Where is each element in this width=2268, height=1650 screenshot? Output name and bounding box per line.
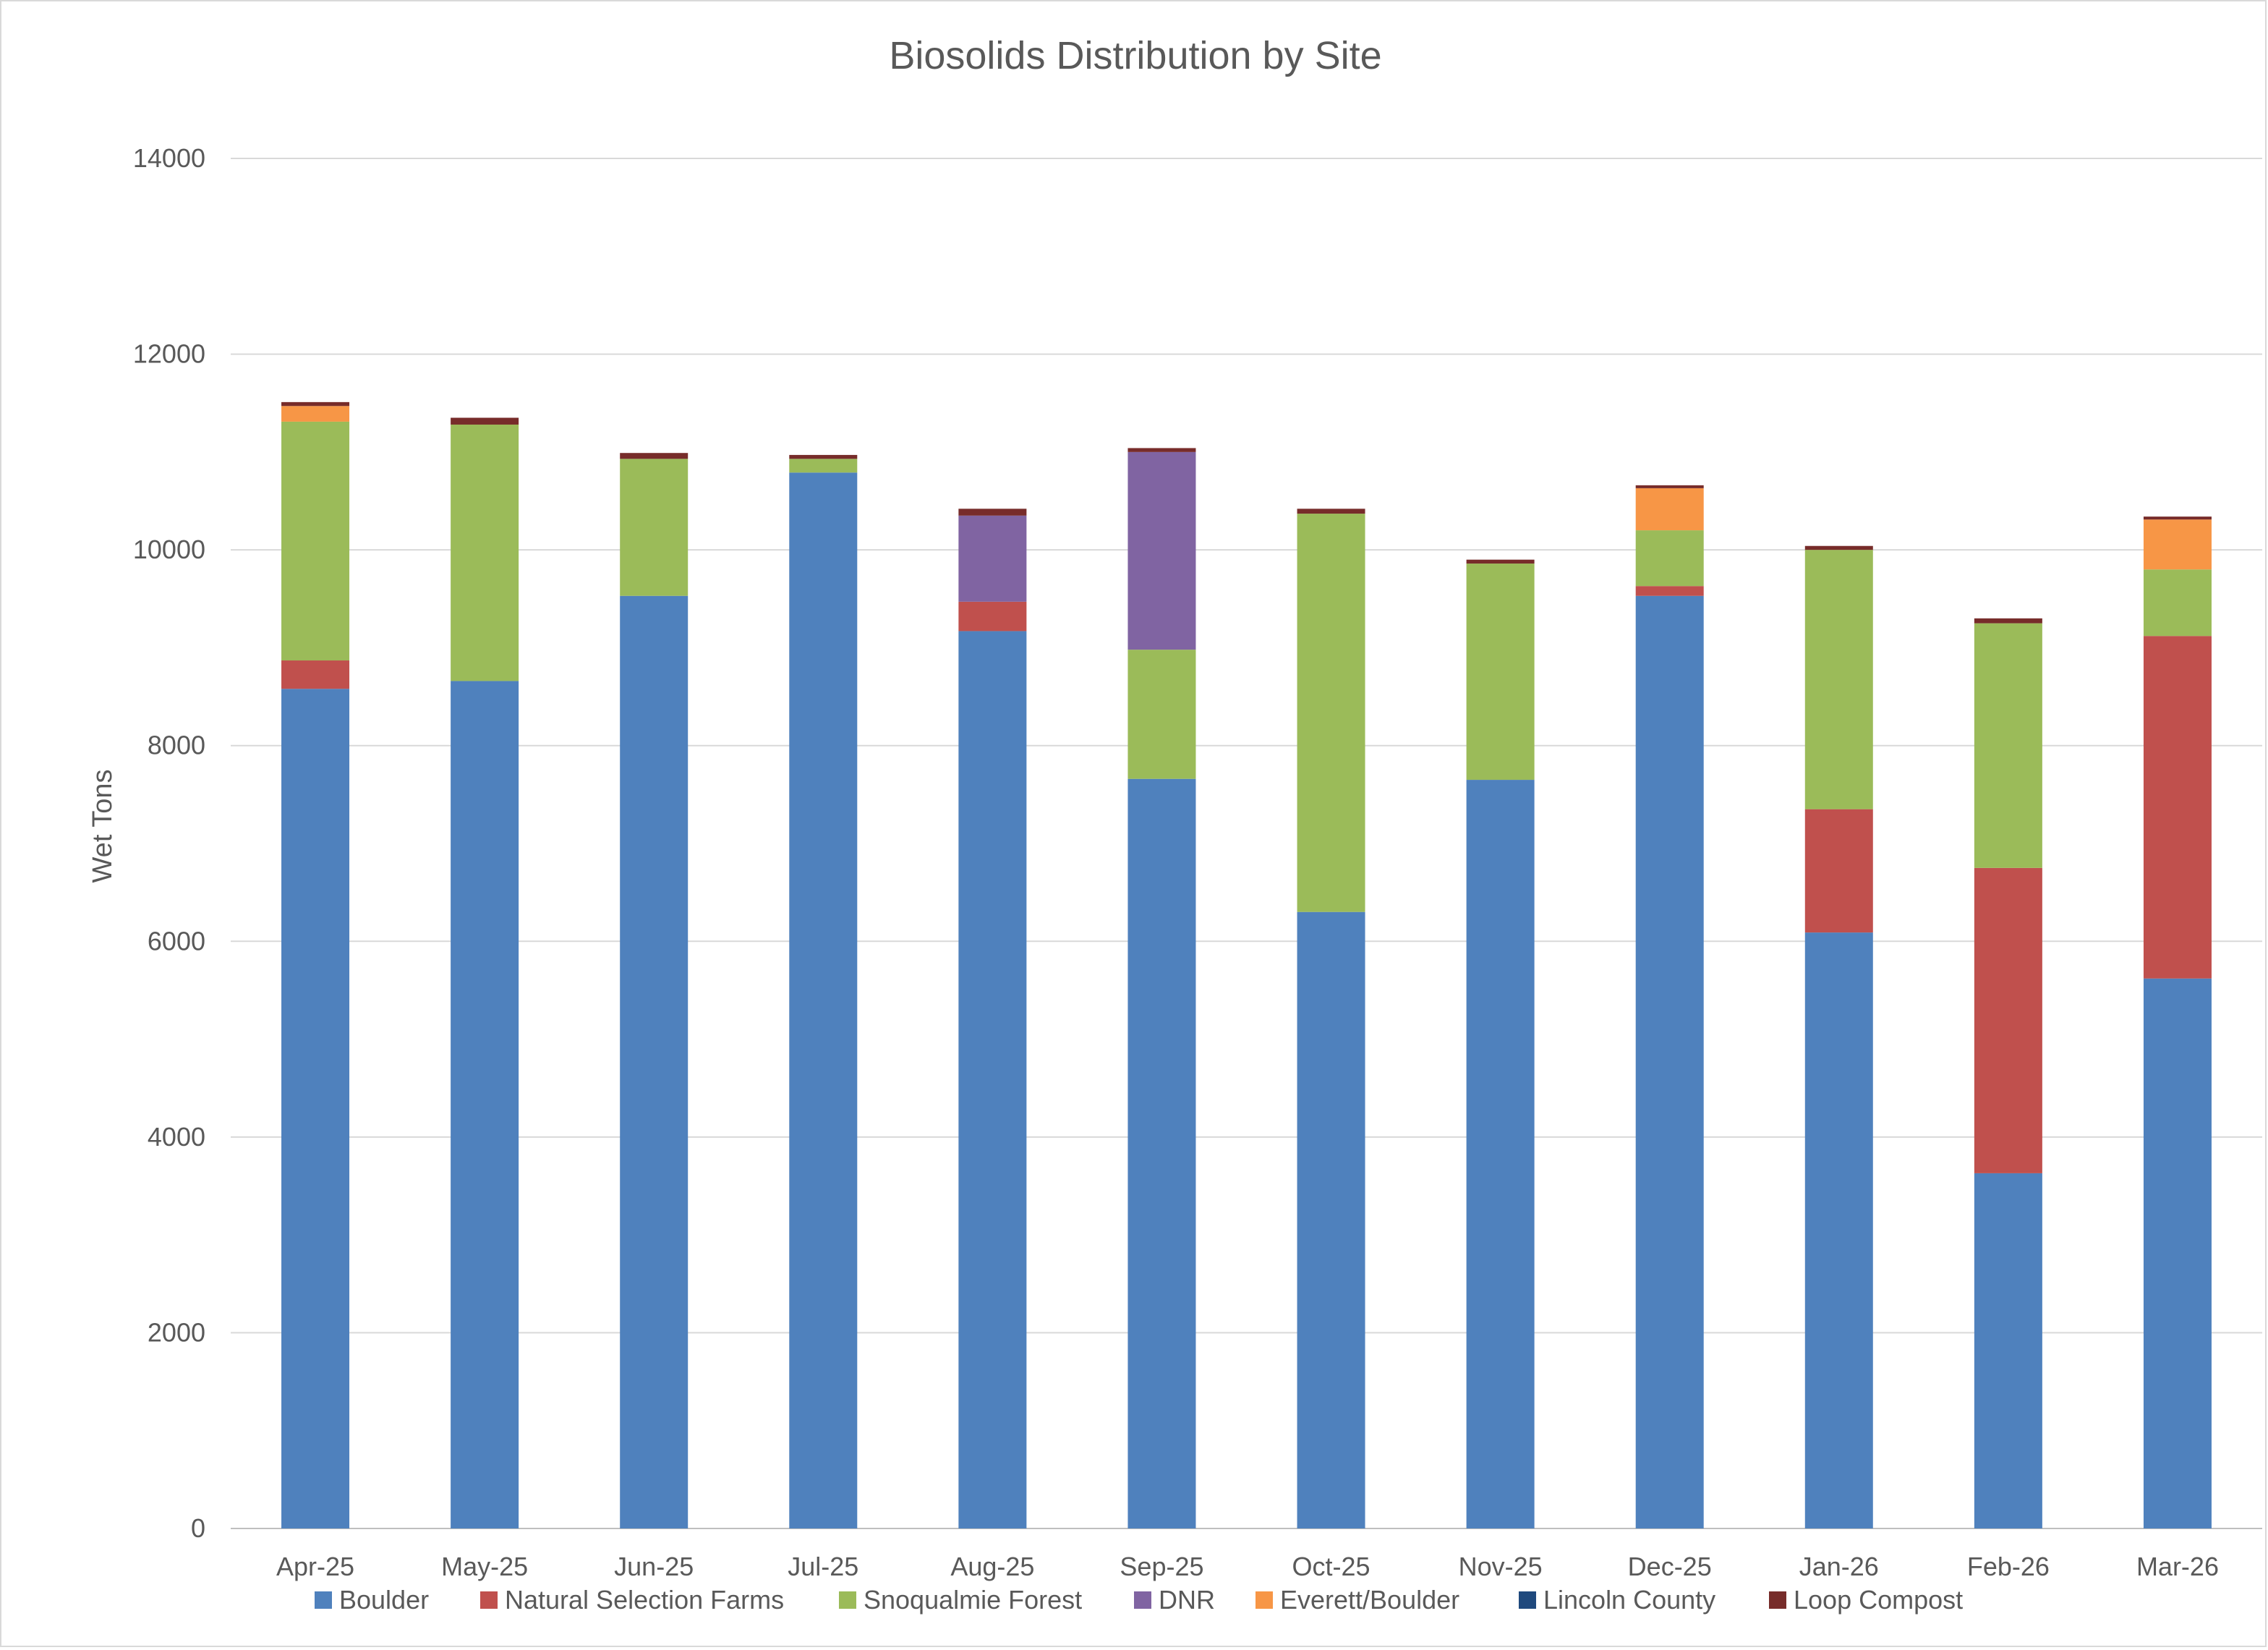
- legend-label: Snoqualmie Forest: [864, 1585, 1082, 1615]
- legend-label: Boulder: [339, 1585, 429, 1615]
- bar-segment-loop-compost: [1804, 545, 1873, 550]
- bar-segment-natural-selection-farms: [1804, 809, 1873, 933]
- y-tick-label: 2000: [148, 1317, 205, 1347]
- y-tick-label: 4000: [148, 1122, 205, 1152]
- bar-segment-loop-compost: [620, 453, 688, 459]
- bar-segment-natural-selection-farms: [2143, 636, 2212, 979]
- bar-segment-boulder: [2143, 978, 2212, 1528]
- x-tick-label: Jul-25: [788, 1552, 858, 1581]
- legend-swatch: [315, 1591, 332, 1609]
- bar-segment-dnr: [1127, 451, 1196, 650]
- bars: [281, 401, 2212, 1529]
- bar-segment-snoqualmie-forest: [1297, 514, 1365, 912]
- x-tick-label: Dec-25: [1628, 1552, 1712, 1581]
- bar-segment-loop-compost: [789, 454, 858, 459]
- bar-segment-boulder: [1127, 778, 1196, 1528]
- x-tick-label: Sep-25: [1120, 1552, 1203, 1581]
- bar-segment-natural-selection-farms: [1974, 867, 2042, 1173]
- y-tick-labels: 0 2000 4000 6000 8000 10000 12000 14000: [133, 143, 205, 1543]
- bar-segment-snoqualmie-forest: [1466, 564, 1535, 781]
- x-tick-label: Feb-26: [1967, 1552, 2050, 1581]
- legend: Boulder Natural Selection Farms Snoqualmie…: [315, 1585, 1963, 1615]
- bar-segment-natural-selection-farms: [1635, 586, 1704, 596]
- bar-segment-everett-boulder: [2143, 519, 2212, 570]
- bar-segment-snoqualmie-forest: [281, 421, 350, 661]
- bar-segment-loop-compost: [451, 417, 519, 425]
- legend-label: DNR: [1159, 1585, 1215, 1615]
- bar-segment-boulder: [281, 689, 350, 1529]
- bar-segment-loop-compost: [1974, 618, 2042, 624]
- legend-label: Lincoln County: [1543, 1585, 1715, 1615]
- bar-segment-boulder: [1466, 780, 1535, 1528]
- bar-segment-snoqualmie-forest: [620, 459, 688, 596]
- y-axis-label: Wet Tons: [88, 769, 118, 883]
- y-tick-label: 14000: [133, 143, 205, 173]
- x-tick-label: Apr-25: [276, 1552, 354, 1581]
- x-tick-label: Oct-25: [1292, 1552, 1370, 1581]
- bar-segment-loop-compost: [281, 401, 350, 407]
- legend-swatch: [1769, 1591, 1786, 1609]
- x-tick-label: Jun-25: [614, 1552, 694, 1581]
- x-tick-labels: Apr-25 May-25 Jun-25 Jul-25 Aug-25 Sep-25 Oct-…: [276, 1552, 2219, 1581]
- legend-label: Natural Selection Farms: [505, 1585, 784, 1615]
- bar-segment-boulder: [1297, 911, 1365, 1528]
- legend-swatch: [480, 1591, 498, 1609]
- bar-segment-boulder: [451, 681, 519, 1528]
- bar-segment-loop-compost: [1297, 509, 1365, 514]
- bar-segment-natural-selection-farms: [281, 660, 350, 689]
- legend-swatch: [1134, 1591, 1151, 1609]
- legend-label: Everett/Boulder: [1280, 1585, 1459, 1615]
- y-tick-label: 6000: [148, 926, 205, 956]
- bar-segment-boulder: [620, 595, 688, 1528]
- bar-segment-snoqualmie-forest: [1127, 650, 1196, 779]
- bar-segment-boulder: [1804, 932, 1873, 1528]
- x-tick-label: Mar-26: [2136, 1552, 2219, 1581]
- bar-segment-loop-compost: [1635, 485, 1704, 488]
- x-tick-label: Jan-26: [1799, 1552, 1879, 1581]
- bar-segment-snoqualmie-forest: [1974, 623, 2042, 868]
- chart-title: Biosolids Distribution by Site: [889, 34, 1381, 77]
- legend-swatch: [839, 1591, 856, 1609]
- bar-segment-natural-selection-farms: [958, 601, 1027, 631]
- bar-segment-snoqualmie-forest: [1804, 550, 1873, 809]
- legend-label: Loop Compost: [1794, 1585, 1963, 1615]
- bar-segment-boulder: [1635, 595, 1704, 1528]
- bar-segment-loop-compost: [1466, 559, 1535, 564]
- bar-segment-everett-boulder: [281, 406, 350, 422]
- bar-segment-snoqualmie-forest: [789, 459, 858, 473]
- x-tick-label: May-25: [441, 1552, 528, 1581]
- y-tick-label: 10000: [133, 535, 205, 564]
- bar-segment-snoqualmie-forest: [1635, 530, 1704, 587]
- bar-segment-loop-compost: [1127, 448, 1196, 452]
- y-tick-label: 8000: [148, 731, 205, 760]
- bar-segment-loop-compost: [958, 509, 1027, 516]
- x-tick-label: Aug-25: [950, 1552, 1034, 1581]
- bar-segment-snoqualmie-forest: [451, 424, 519, 681]
- bar-segment-boulder: [958, 631, 1027, 1529]
- legend-swatch: [1519, 1591, 1536, 1609]
- bar-segment-boulder: [789, 472, 858, 1529]
- bar-segment-snoqualmie-forest: [2143, 569, 2212, 637]
- bar-segment-dnr: [958, 515, 1027, 602]
- bar-segment-everett-boulder: [1635, 488, 1704, 531]
- y-tick-label: 0: [191, 1513, 205, 1543]
- bar-segment-boulder: [1974, 1173, 2042, 1528]
- bar-segment-loop-compost: [2143, 516, 2212, 520]
- legend-swatch: [1256, 1591, 1273, 1609]
- gridlines: [231, 158, 2262, 1529]
- x-tick-label: Nov-25: [1459, 1552, 1543, 1581]
- y-tick-label: 12000: [133, 339, 205, 369]
